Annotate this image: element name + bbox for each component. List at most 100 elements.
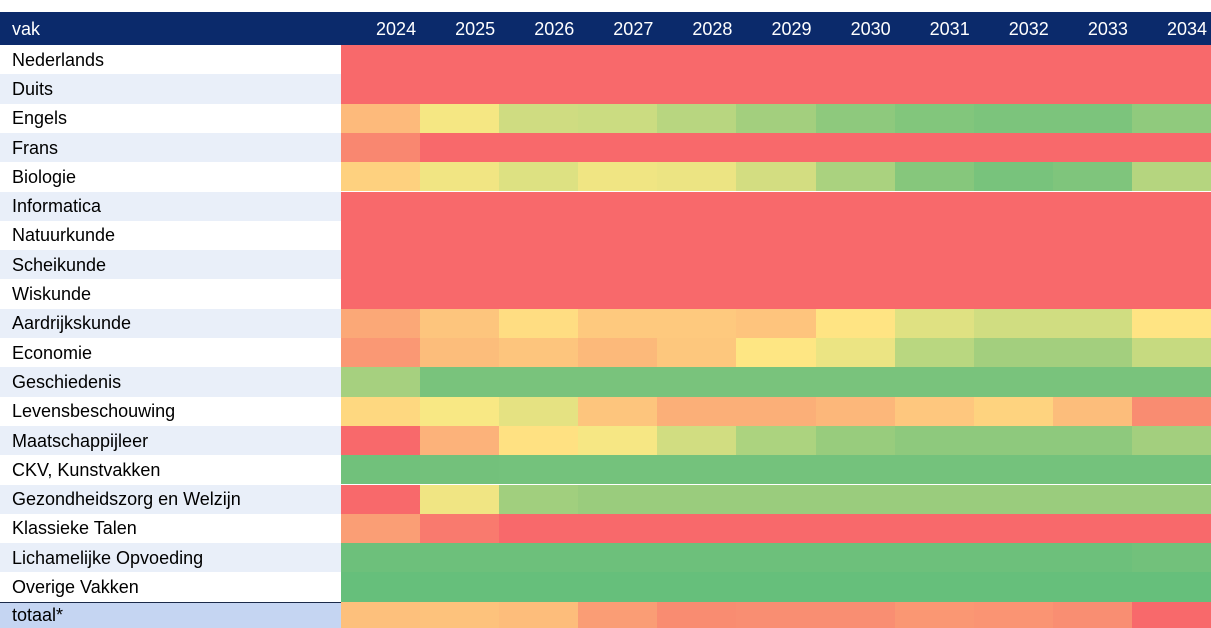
heat-cell — [657, 601, 737, 628]
heat-cell — [1131, 308, 1211, 338]
row-label: Engels — [0, 103, 341, 133]
heat-cell — [341, 308, 421, 338]
heat-cell — [894, 338, 975, 368]
heat-cell — [894, 132, 975, 163]
heat-cell — [578, 250, 658, 280]
heat-cell — [499, 279, 579, 309]
heat-cell — [420, 572, 500, 602]
heat-cell — [657, 484, 737, 514]
heat-cell — [657, 250, 737, 280]
heat-cell — [736, 45, 817, 75]
heat-cell — [894, 601, 975, 628]
heat-cell — [420, 396, 500, 426]
heat-cell — [815, 45, 896, 75]
heat-cell — [499, 425, 579, 456]
heat-cell — [1052, 308, 1133, 338]
heat-cell — [341, 367, 421, 397]
row-label: Duits — [0, 74, 341, 104]
heat-cell — [578, 103, 658, 133]
header-cell: 2026 — [499, 12, 579, 45]
heat-cell — [499, 220, 579, 251]
heat-cell — [894, 543, 975, 573]
heat-cell — [1131, 279, 1211, 309]
heat-cell — [1052, 543, 1133, 573]
heat-cell — [657, 513, 737, 544]
heat-cell — [499, 484, 579, 514]
heat-cell — [499, 543, 579, 573]
header-cell: 2033 — [1052, 12, 1132, 45]
heat-cell — [341, 162, 421, 192]
heat-cell — [657, 572, 737, 602]
heat-cell — [499, 513, 579, 544]
heat-cell — [815, 103, 896, 133]
heat-cell — [499, 396, 579, 426]
row-label: Geschiedenis — [0, 367, 341, 397]
heat-cell — [973, 103, 1054, 133]
heat-cell — [1052, 162, 1133, 192]
heat-cell — [1052, 45, 1133, 75]
heat-cell — [499, 103, 579, 133]
heat-cell — [736, 425, 817, 456]
heat-cell — [894, 425, 975, 456]
heat-cell — [657, 367, 737, 397]
heat-cell — [973, 338, 1054, 368]
heat-cell — [736, 132, 817, 163]
row-label: Frans — [0, 132, 341, 163]
heat-cell — [499, 338, 579, 368]
row-label: Gezondheidszorg en Welzijn — [0, 484, 341, 514]
header-cell: 2032 — [973, 12, 1053, 45]
heat-cell — [420, 601, 500, 628]
heat-cell — [973, 425, 1054, 456]
heat-cell — [341, 74, 421, 104]
row-label: Maatschappijleer — [0, 425, 341, 456]
heat-cell — [341, 132, 421, 163]
heat-cell — [657, 162, 737, 192]
heat-cell — [341, 601, 421, 628]
heat-cell — [815, 132, 896, 163]
row-label: Lichamelijke Opvoeding — [0, 543, 341, 573]
heat-cell — [578, 74, 658, 104]
heat-cell — [420, 484, 500, 514]
heat-cell — [894, 74, 975, 104]
heat-cell — [894, 396, 975, 426]
row-label: Biologie — [0, 162, 341, 192]
heat-cell — [1052, 572, 1133, 602]
heat-cell — [736, 308, 817, 338]
heat-cell — [578, 45, 658, 75]
heat-cell — [1131, 425, 1211, 456]
heat-cell — [1052, 513, 1133, 544]
heat-cell — [1131, 132, 1211, 163]
heat-cell — [973, 572, 1054, 602]
heat-cell — [341, 572, 421, 602]
heat-cell — [1131, 543, 1211, 573]
heat-cell — [736, 162, 817, 192]
heat-cell — [420, 543, 500, 573]
heat-cell — [341, 103, 421, 133]
heat-cell — [657, 74, 737, 104]
heat-cell — [894, 484, 975, 514]
header-cell: 2027 — [578, 12, 658, 45]
heat-cell — [815, 162, 896, 192]
heat-cell — [973, 396, 1054, 426]
heat-cell — [736, 279, 817, 309]
heat-cell — [420, 367, 500, 397]
heat-cell — [973, 601, 1054, 628]
heat-cell — [736, 484, 817, 514]
heat-cell — [973, 543, 1054, 573]
heat-cell — [420, 103, 500, 133]
heat-cell — [657, 191, 737, 221]
heat-cell — [578, 191, 658, 221]
row-label: totaal* — [0, 601, 341, 628]
heat-cell — [578, 338, 658, 368]
heat-cell — [578, 601, 658, 628]
row-label: Scheikunde — [0, 250, 341, 280]
heat-cell — [499, 367, 579, 397]
heat-cell — [815, 425, 896, 456]
heat-cell — [1131, 367, 1211, 397]
header-cell: 2029 — [736, 12, 816, 45]
heat-cell — [973, 220, 1054, 251]
heat-cell — [578, 279, 658, 309]
heat-cell — [1052, 455, 1133, 485]
heat-cell — [1131, 572, 1211, 602]
